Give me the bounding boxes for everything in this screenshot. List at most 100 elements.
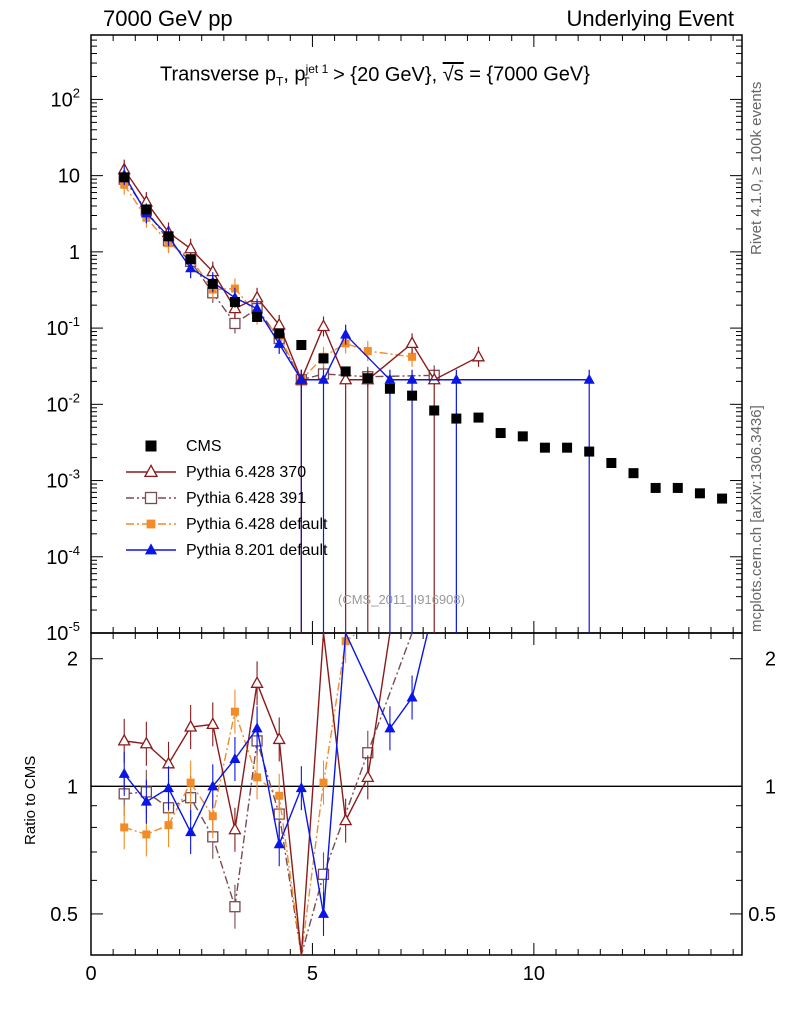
ratio-marker-p370	[272, 732, 286, 745]
tick-exponent: 2	[73, 85, 80, 100]
title-prefix: Transverse p	[160, 63, 276, 86]
marker-cms	[185, 254, 196, 265]
marker-p391	[229, 317, 241, 330]
ratio-series-p370	[117, 632, 391, 956]
marker-p370	[316, 319, 331, 332]
marker-p370	[471, 349, 486, 362]
marker-cms	[340, 366, 351, 377]
legend-label-p8: Pythia 8.201 default	[186, 542, 328, 559]
tick-base: 10	[46, 623, 68, 645]
title-sub-t2: T	[302, 74, 310, 89]
series-cms	[119, 172, 728, 504]
x-tick-label: 10	[523, 963, 545, 985]
title-sup-jet: jet 1	[305, 62, 329, 76]
title-sep: , p	[283, 63, 306, 86]
marker-cms	[606, 457, 617, 468]
ratio-line-p391	[124, 632, 413, 956]
ratio-marker-p8	[318, 907, 329, 918]
marker-cms	[207, 278, 218, 289]
legend-label-p370: Pythia 6.428 370	[186, 464, 307, 481]
series-p8	[118, 164, 595, 633]
ratio-panel-border	[90, 632, 743, 956]
analysis-watermark: (CMS_2011_I916908)	[338, 592, 465, 607]
marker-cms	[318, 353, 329, 364]
tick-exponent: -5	[68, 619, 80, 634]
marker-cms	[296, 340, 307, 351]
ratio-marker-p370	[117, 733, 131, 746]
main-y-tick-label: 10-5	[46, 619, 80, 645]
main-y-tick-label: 102	[51, 85, 80, 111]
legend-marker-pdefault	[146, 519, 156, 529]
ratio-marker-pdefault	[142, 830, 151, 839]
marker-cms	[517, 431, 528, 442]
ratio-panel-frame	[90, 632, 743, 956]
marker-cms	[229, 296, 240, 307]
marker-cms	[252, 311, 263, 322]
marker-cms	[274, 328, 285, 339]
ratio-marker-p370	[206, 717, 220, 730]
legend-label-cms: CMS	[186, 438, 222, 455]
ratio-marker-p370	[339, 813, 353, 826]
marker-cms	[584, 446, 595, 457]
series-line-p8	[123, 174, 590, 381]
ratio-y-tick-label-right: 2	[765, 649, 776, 671]
ratio-marker-p370	[184, 719, 198, 732]
legend-marker-cms	[145, 440, 157, 452]
tick-exponent: -4	[68, 543, 80, 558]
marker-cms	[473, 412, 484, 423]
mcplots-reference-label: mcplots.cern.ch [arXiv:1306.3436]	[748, 405, 765, 632]
marker-cms	[451, 413, 462, 424]
tick-exponent: -1	[68, 314, 80, 329]
legend-marker-p8	[144, 543, 158, 555]
marker-cms	[628, 468, 639, 479]
marker-cms	[119, 172, 130, 183]
main-y-tick-label: 10-2	[46, 390, 80, 416]
tick-base: 10	[46, 318, 68, 340]
ratio-y-tick-label-left: 2	[67, 649, 78, 671]
marker-p8	[251, 302, 263, 313]
marker-cms	[163, 231, 174, 242]
legend-label-p391: Pythia 6.428 391	[186, 490, 307, 507]
marker-p8	[406, 373, 418, 384]
marker-p8	[318, 373, 329, 384]
marker-pdefault	[408, 352, 417, 361]
ratio-marker-p370	[361, 769, 375, 782]
main-series-group	[117, 159, 728, 633]
marker-p8	[583, 373, 595, 384]
ratio-marker-pdefault	[230, 707, 239, 716]
main-y-tick-label: 1	[69, 242, 80, 264]
marker-pdefault	[363, 347, 372, 356]
marker-p8	[384, 373, 396, 384]
header-right-label: Underlying Event	[566, 6, 734, 31]
ratio-marker-p8	[118, 767, 130, 778]
legend-marker-p391	[144, 491, 158, 505]
ratio-marker-pdefault	[319, 778, 328, 787]
ratio-marker-pdefault	[186, 778, 195, 787]
title-cut: > {20 GeV},	[327, 63, 443, 86]
marker-p8	[185, 262, 197, 273]
ratio-marker-pdefault	[164, 821, 173, 830]
ratio-marker-p391	[317, 868, 330, 880]
marker-cms	[141, 204, 152, 215]
tick-base: 10	[51, 89, 73, 111]
marker-p8	[450, 373, 462, 384]
marker-p8	[273, 337, 285, 348]
ratio-marker-p8	[384, 722, 396, 733]
ratio-marker-p8	[140, 795, 152, 806]
ratio-y-tick-label-left: 0.5	[50, 904, 78, 926]
title-energy: = {7000 GeV}	[463, 63, 590, 86]
ratio-marker-p8	[295, 782, 307, 793]
marker-cms	[362, 373, 373, 384]
ratio-marker-pdefault	[120, 823, 129, 832]
ratio-marker-p370	[228, 822, 242, 835]
main-y-tick-label: 10-3	[46, 467, 80, 493]
main-y-tick-label: 10	[58, 166, 80, 188]
ratio-marker-p8	[163, 782, 174, 793]
ratio-marker-p370	[250, 675, 264, 688]
marker-cms	[650, 482, 661, 493]
ratio-marker-p391	[229, 901, 241, 913]
marker-p370	[339, 372, 353, 385]
series-pdefault	[120, 174, 417, 633]
